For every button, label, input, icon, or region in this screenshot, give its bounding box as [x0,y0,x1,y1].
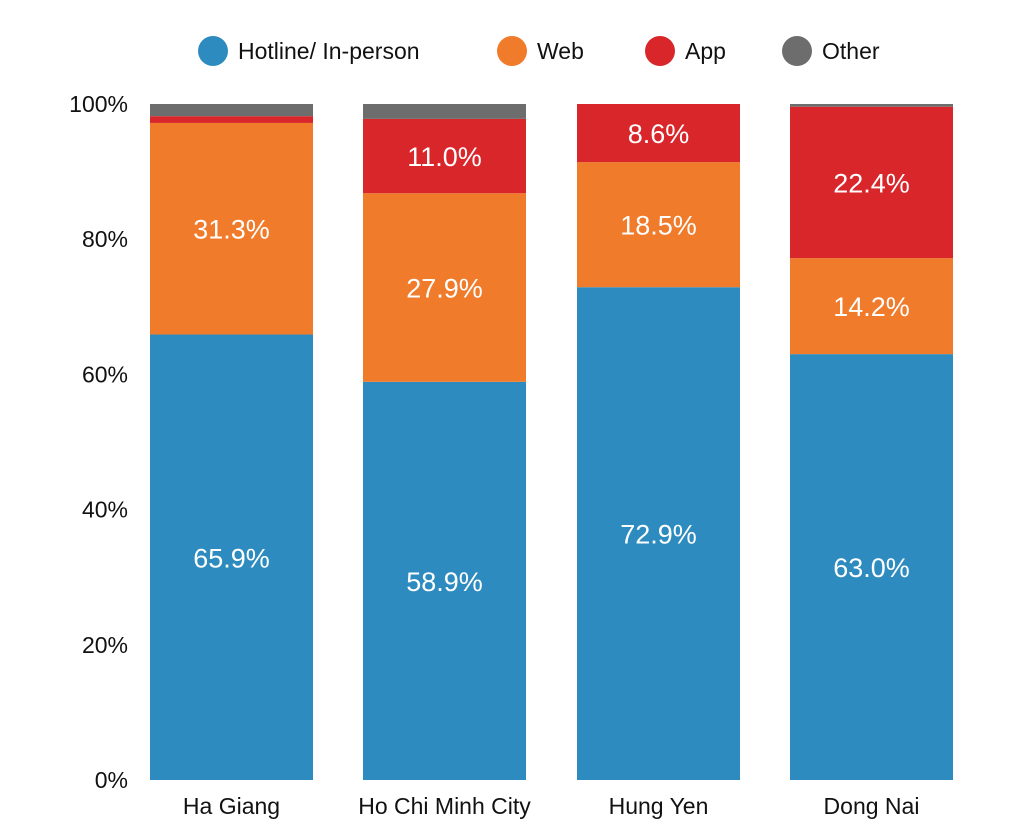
legend-label: Other [822,38,880,64]
legend-item: Hotline/ In-person [198,36,420,66]
bar-segment-hotline-in-person [790,354,953,780]
y-tick-label: 40% [82,497,128,523]
y-tick-label: 80% [82,226,128,252]
legend-marker [645,36,675,66]
legend-item: App [645,36,726,66]
legend-item: Other [782,36,880,66]
y-tick-label: 0% [95,767,128,793]
legend-marker [198,36,228,66]
data-label: 31.3% [193,215,270,245]
bar-stack: 63.0% 14.2% 22.4% [790,104,953,780]
legend-item: Web [497,36,584,66]
x-category-label: Dong Nai [824,793,920,819]
bar-segment-hotline-in-person [577,287,740,780]
y-tick-label: 20% [82,632,128,658]
bar-segment-other [363,104,526,119]
x-category-label: Ha Giang [183,793,280,819]
y-tick-label: 100% [69,91,128,117]
bar-segment-hotline-in-person [150,334,313,780]
x-category-label: Ho Chi Minh City [358,793,531,819]
data-label: 11.0% [407,142,482,172]
data-label: 63.0% [833,553,910,583]
data-label: 22.4% [833,168,910,198]
data-label: 58.9% [406,567,483,597]
data-label: 8.6% [628,119,690,149]
bar-stack: 72.9% 18.5% 8.6% [577,104,740,780]
data-label: 18.5% [620,211,697,241]
bar-stack: 58.9% 27.9% 11.0% [363,104,526,780]
legend-label: App [685,38,726,64]
bar-segment-other [790,104,953,107]
legend-label: Hotline/ In-person [238,38,420,64]
y-tick-label: 60% [82,361,128,387]
legend-marker [497,36,527,66]
data-label: 72.9% [620,520,697,550]
bar-segment-web [363,193,526,382]
bar-stack: 65.9% 31.3% [150,104,313,780]
bar-segment-app [577,104,740,163]
bar-segment-other [150,104,313,117]
x-category-label: Hung Yen [609,793,709,819]
data-label: 65.9% [193,543,270,573]
data-label: 27.9% [406,274,483,304]
bar-segment-app [790,106,953,259]
x-axis: Ha Giang Ho Chi Minh City Hung Yen Dong Nai [183,793,920,819]
legend-marker [782,36,812,66]
bar-segment-app [150,116,313,123]
bar-segment-hotline-in-person [363,381,526,780]
data-label: 14.2% [833,292,910,322]
y-axis: 0% 20% 40% 60% 80% 100% [69,91,128,793]
bar-segment-web [577,162,740,288]
legend-label: Web [537,38,584,64]
bar-segment-web [150,122,313,335]
bars: 65.9% 31.3% 58.9% 27.9% 11.0% 72.9% 18.5% 8.6% 6… [150,104,953,780]
legend: Hotline/ In-person Web App Other [198,36,880,66]
bar-segment-app [363,118,526,194]
bar-segment-web [790,258,953,355]
